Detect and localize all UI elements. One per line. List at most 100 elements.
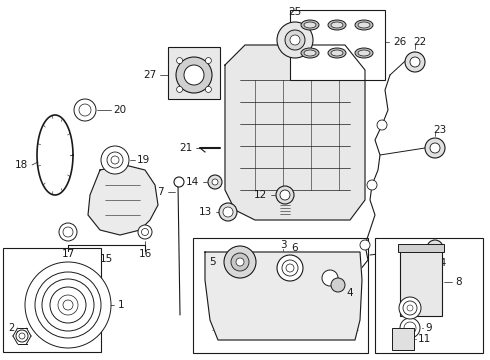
Circle shape — [138, 225, 152, 239]
Circle shape — [231, 253, 249, 271]
Ellipse shape — [301, 48, 319, 58]
Bar — [290, 10, 385, 80]
Circle shape — [63, 227, 73, 237]
Circle shape — [208, 175, 222, 189]
Circle shape — [74, 99, 96, 121]
Ellipse shape — [331, 50, 343, 56]
Polygon shape — [205, 252, 362, 340]
Ellipse shape — [328, 20, 346, 30]
Ellipse shape — [355, 48, 373, 58]
Bar — [392, 328, 414, 350]
Circle shape — [400, 318, 420, 338]
Bar — [168, 47, 220, 99]
Text: 3: 3 — [280, 240, 286, 250]
Circle shape — [360, 240, 370, 250]
Polygon shape — [88, 165, 158, 235]
Circle shape — [223, 207, 233, 217]
Circle shape — [282, 260, 298, 276]
Circle shape — [212, 179, 218, 185]
Text: 20: 20 — [113, 105, 126, 115]
Circle shape — [277, 22, 313, 58]
Circle shape — [399, 297, 421, 319]
Circle shape — [19, 333, 25, 339]
Text: 1: 1 — [118, 300, 124, 310]
Circle shape — [405, 52, 425, 72]
Text: 17: 17 — [61, 249, 74, 259]
Circle shape — [410, 57, 420, 67]
Bar — [3, 248, 101, 352]
Text: 26: 26 — [393, 37, 406, 47]
Circle shape — [430, 143, 440, 153]
Text: 21: 21 — [179, 143, 192, 153]
Circle shape — [59, 223, 77, 241]
Bar — [375, 238, 483, 353]
Circle shape — [404, 322, 416, 334]
Ellipse shape — [328, 48, 346, 58]
Text: 7: 7 — [157, 187, 164, 197]
Circle shape — [205, 58, 211, 64]
Circle shape — [58, 295, 78, 315]
Circle shape — [427, 240, 443, 256]
Ellipse shape — [358, 22, 370, 28]
Text: 12: 12 — [254, 190, 267, 200]
Circle shape — [286, 264, 294, 272]
Text: 22: 22 — [414, 37, 427, 47]
Polygon shape — [225, 45, 365, 220]
Text: 6: 6 — [292, 243, 298, 253]
Text: 15: 15 — [99, 254, 113, 264]
Circle shape — [176, 57, 212, 93]
Text: 23: 23 — [433, 125, 446, 135]
Text: 14: 14 — [186, 177, 199, 187]
Circle shape — [276, 186, 294, 204]
Text: 11: 11 — [418, 334, 431, 344]
Text: 2: 2 — [8, 323, 14, 333]
Circle shape — [35, 272, 101, 338]
Text: 9: 9 — [425, 323, 432, 333]
Circle shape — [16, 330, 28, 342]
Circle shape — [407, 305, 413, 311]
Bar — [400, 248, 442, 316]
Circle shape — [25, 262, 111, 348]
Ellipse shape — [304, 50, 316, 56]
Circle shape — [101, 146, 129, 174]
Circle shape — [403, 301, 417, 315]
Circle shape — [277, 255, 303, 281]
Ellipse shape — [331, 22, 343, 28]
Text: 8: 8 — [455, 277, 462, 287]
Ellipse shape — [301, 20, 319, 30]
Circle shape — [219, 203, 237, 221]
Bar — [398, 244, 444, 252]
Text: 13: 13 — [199, 207, 212, 217]
Ellipse shape — [304, 22, 316, 28]
Circle shape — [205, 86, 211, 93]
Circle shape — [280, 190, 290, 200]
Text: 10: 10 — [424, 303, 437, 313]
Circle shape — [290, 35, 300, 45]
Circle shape — [142, 229, 148, 235]
Circle shape — [322, 270, 338, 286]
Circle shape — [331, 278, 345, 292]
Ellipse shape — [358, 50, 370, 56]
Circle shape — [224, 246, 256, 278]
Circle shape — [42, 279, 94, 331]
Text: 4: 4 — [347, 288, 353, 298]
Circle shape — [176, 86, 183, 93]
Circle shape — [107, 152, 123, 168]
Circle shape — [285, 30, 305, 50]
Circle shape — [79, 104, 91, 116]
Circle shape — [236, 258, 244, 266]
Text: 19: 19 — [137, 155, 150, 165]
Text: 24: 24 — [433, 258, 446, 268]
Circle shape — [367, 180, 377, 190]
Text: 5: 5 — [209, 257, 216, 267]
Circle shape — [425, 138, 445, 158]
Circle shape — [50, 287, 86, 323]
Text: 27: 27 — [143, 70, 156, 80]
Text: 16: 16 — [138, 249, 151, 259]
Ellipse shape — [355, 20, 373, 30]
Circle shape — [184, 65, 204, 85]
Bar — [193, 238, 368, 353]
Circle shape — [176, 58, 183, 64]
Circle shape — [111, 156, 119, 164]
Circle shape — [174, 177, 184, 187]
